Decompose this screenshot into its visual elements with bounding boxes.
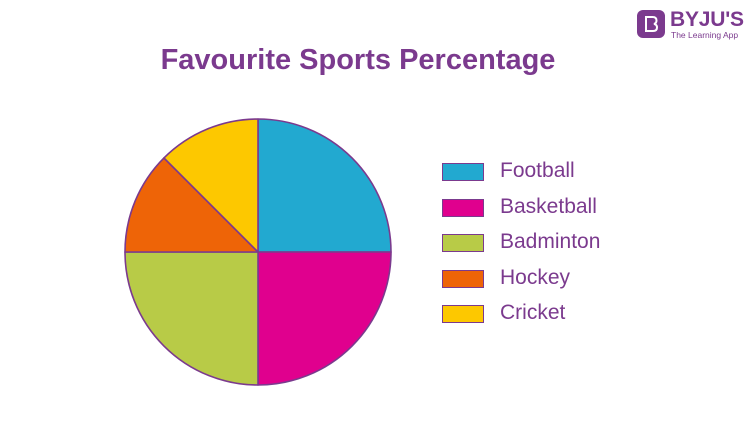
pie-slice-football xyxy=(257,118,392,253)
pie-slice-badminton xyxy=(124,251,259,386)
byjus-logo-icon xyxy=(637,10,665,38)
pie-slice-cricket xyxy=(163,118,259,253)
chart-title: Favourite Sports Percentage xyxy=(160,44,556,76)
legend-swatch xyxy=(442,198,484,217)
brand-logo: BYJU'S The Learning App xyxy=(636,8,744,43)
legend-label: Badminton xyxy=(500,230,601,253)
brand-tagline: The Learning App xyxy=(671,30,739,40)
legend-swatch xyxy=(442,163,484,181)
pie-slice-basketball xyxy=(257,251,392,386)
legend-label: Basketball xyxy=(500,194,597,218)
brand-name: BYJU'S xyxy=(670,8,744,31)
legend-swatch xyxy=(442,269,484,288)
legend-swatch xyxy=(442,305,484,323)
legend-label: Hockey xyxy=(500,265,571,289)
legend-swatch xyxy=(442,234,484,252)
legend-label: Cricket xyxy=(500,301,566,324)
legend-label: Football xyxy=(500,159,575,182)
pie-chart xyxy=(124,118,392,386)
pie-slice-hockey xyxy=(124,157,259,253)
